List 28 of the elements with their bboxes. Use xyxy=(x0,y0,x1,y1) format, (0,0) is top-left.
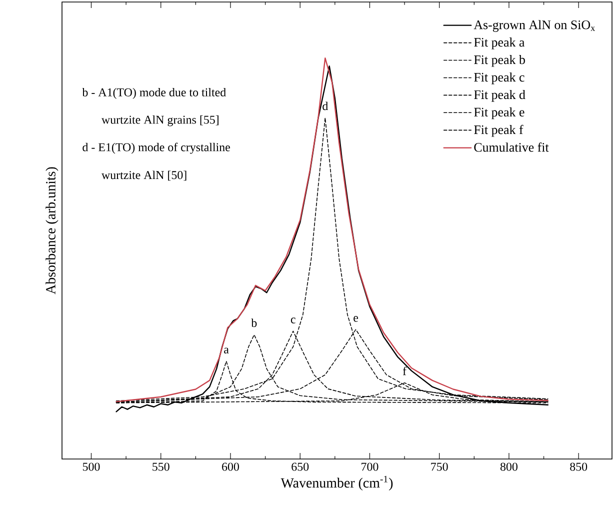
x-tick-label: 550 xyxy=(152,462,170,471)
annotation: b - A1(TO) mode due to tilted xyxy=(82,88,226,99)
legend-label: Fit peak a xyxy=(474,38,525,50)
legend-label: Cumulative fit xyxy=(474,142,549,152)
x-tick-label: 800 xyxy=(500,462,518,471)
annotation: b xyxy=(251,318,257,327)
legend-label: As-grown AlN on SiO$_{x}$ xyxy=(474,20,596,32)
annotation: f xyxy=(402,366,407,376)
annotation: wurtzite AlN grains [55] xyxy=(101,115,218,126)
x-tick-label: 600 xyxy=(222,462,239,471)
annotation: d xyxy=(322,102,328,110)
x-tick-label: 650 xyxy=(292,462,309,471)
x-tick-label: 750 xyxy=(431,462,448,471)
legend-label: Fit peak e xyxy=(474,107,524,120)
x-tick-label: 850 xyxy=(570,462,588,471)
annotation: e xyxy=(354,316,358,322)
x-tick-label: 500 xyxy=(82,462,100,471)
annotation: c xyxy=(290,318,296,324)
annotation: wurtzite AlN [50] xyxy=(101,170,186,181)
x-axis-title: Wavenumber (cm$^{-1}$) xyxy=(280,476,393,490)
legend-label: Fit peak b xyxy=(474,55,525,67)
annotation: d - E1(TO) mode of crystalline xyxy=(82,142,230,154)
x-tick-label: 700 xyxy=(362,462,378,471)
y-axis-title: Absorbance (arb.units) xyxy=(46,167,58,294)
legend-label: Fit peak d xyxy=(474,90,526,102)
annotation: a xyxy=(224,348,229,354)
legend-label: Fit peak c xyxy=(474,72,524,84)
legend-label: Fit peak f xyxy=(474,124,524,137)
